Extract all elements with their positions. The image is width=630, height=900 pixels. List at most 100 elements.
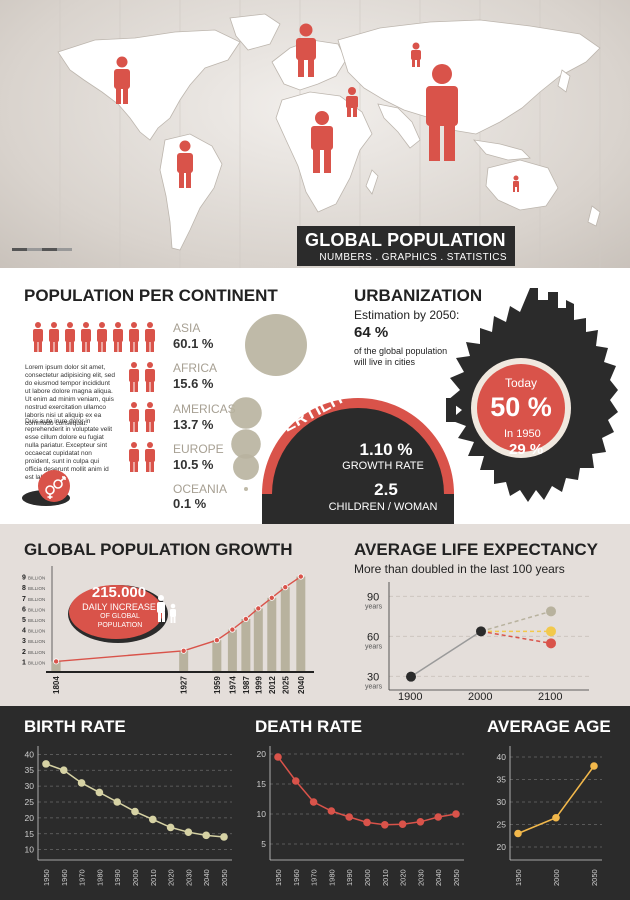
birth-rate-title: BIRTH RATE — [24, 717, 126, 736]
x-tick-label: 1970 — [78, 869, 87, 886]
daily-increase-bubble — [68, 585, 168, 643]
x-tick-label: 2040 — [202, 869, 211, 886]
fertility-badge — [262, 398, 454, 524]
rate-point — [149, 815, 157, 824]
continent-name-africa: AFRICA — [173, 361, 218, 375]
growth-point — [53, 658, 60, 665]
y-tick-label: 7 — [22, 596, 26, 603]
x-tick-label: 2100 — [538, 691, 562, 702]
growth-point — [213, 637, 220, 644]
x-tick-label: 2040 — [434, 869, 443, 886]
growth-bar — [267, 597, 277, 672]
title-banner: GLOBAL POPULATION NUMBERS . GRAPHICS . S… — [297, 226, 515, 266]
rate-point — [327, 807, 336, 815]
y-tick-label: 10 — [25, 845, 35, 855]
y-tick-unit: BILLION — [28, 597, 45, 602]
person-leg — [66, 341, 70, 352]
y-tick-unit: years — [365, 603, 383, 610]
y-tick-unit: BILLION — [28, 607, 45, 612]
person-icon-north-america — [114, 56, 130, 104]
y-tick-label: 5 — [22, 617, 26, 624]
y-tick-unit: BILLION — [28, 618, 45, 623]
x-tick-label: 1999 — [254, 676, 263, 694]
person-leg — [54, 341, 58, 352]
person-body — [129, 369, 139, 382]
person-body — [145, 329, 155, 342]
rate-point — [416, 818, 425, 826]
person-icon — [65, 322, 75, 352]
person-leg — [38, 341, 42, 352]
x-tick-label: 1980 — [327, 869, 336, 886]
person-leg — [134, 381, 138, 392]
continent-share-circle — [244, 487, 248, 491]
growth-bar — [241, 619, 251, 672]
estimation-description-line1: of the global population — [354, 346, 448, 356]
person-head — [83, 322, 89, 328]
rate-point — [309, 798, 318, 806]
x-tick-label: 1990 — [345, 869, 354, 886]
x-tick-label: 1927 — [180, 676, 189, 694]
person-icon — [145, 402, 155, 432]
x-tick-label: 2025 — [281, 676, 290, 694]
person-head — [147, 402, 153, 408]
y-tick-label: 1 — [22, 659, 26, 666]
person-body — [129, 449, 139, 462]
y-tick-label: 15 — [257, 779, 267, 789]
continent-value-oceania: 0.1 % — [173, 496, 207, 511]
map-scale-legend — [12, 248, 72, 251]
x-tick-label: 2000 — [131, 869, 140, 886]
growth-bar — [51, 661, 61, 672]
today-label: Today — [504, 376, 538, 390]
life-series-line — [410, 630, 482, 678]
life-expectancy-subtitle: More than doubled in the last 100 years — [354, 562, 565, 576]
y-tick-label: 90 — [367, 591, 379, 603]
estimation-value: 64 % — [354, 324, 389, 341]
daily-increase-value: 215.000 — [91, 584, 147, 601]
y-tick-label: 35 — [25, 765, 35, 775]
person-leg — [98, 341, 102, 352]
person-head — [131, 362, 137, 368]
person-leg — [146, 381, 150, 392]
y-tick-label: 25 — [497, 820, 507, 830]
person-icon-middle-east — [346, 87, 358, 117]
y-tick-label: 9 — [22, 575, 26, 582]
person-head — [147, 442, 153, 448]
person-leg — [134, 341, 138, 352]
x-tick-label: 1974 — [228, 676, 237, 694]
rate-point — [166, 823, 175, 832]
urbanization-today-circle — [471, 358, 571, 458]
person-leg — [146, 461, 150, 472]
y-tick-label: 30 — [497, 797, 507, 807]
rate-point — [131, 807, 139, 816]
y-tick-label: 30 — [25, 781, 35, 791]
growth-point — [229, 626, 236, 633]
growth-bar — [280, 587, 290, 672]
rate-point — [590, 762, 598, 770]
life-point — [546, 626, 556, 637]
person-leg — [86, 341, 90, 352]
x-tick-label: 2050 — [452, 869, 461, 886]
y-tick-unit: BILLION — [28, 639, 45, 644]
growth-point — [297, 573, 304, 580]
person-leg — [150, 381, 154, 392]
x-tick-label: 2040 — [297, 676, 306, 694]
x-tick-label: 1900 — [398, 691, 422, 702]
x-tick-label: 1950 — [274, 869, 283, 886]
rate-point — [60, 766, 68, 775]
person-leg — [70, 341, 74, 352]
estimation-label: Estimation by 2050: — [354, 308, 460, 322]
family-icon — [157, 595, 176, 623]
average-age-title: AVERAGE AGE — [487, 717, 611, 736]
growth-point — [255, 605, 262, 612]
x-tick-label: 2000 — [552, 869, 561, 886]
today-value: 50 % — [490, 392, 552, 422]
person-body — [81, 329, 91, 342]
person-leg — [102, 341, 106, 352]
x-tick-label: 1960 — [60, 869, 69, 886]
person-body — [145, 409, 155, 422]
daily-increase-of-global: OF GLOBAL — [100, 613, 140, 620]
person-leg — [146, 421, 150, 432]
person-head — [51, 322, 57, 328]
x-tick-label: 2030 — [184, 869, 193, 886]
